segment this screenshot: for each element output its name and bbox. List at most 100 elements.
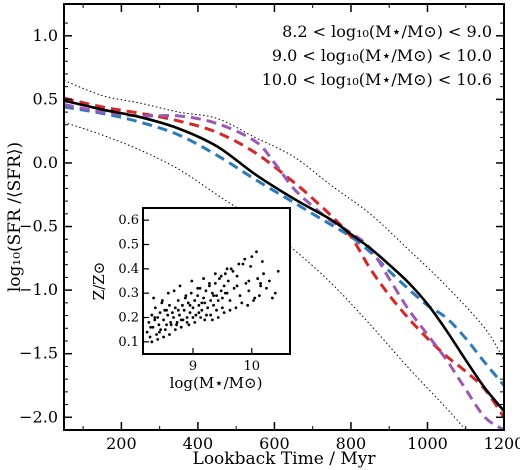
scatter-point: [250, 255, 254, 259]
scatter-point: [185, 316, 189, 319]
scatter-point: [256, 277, 260, 280]
scatter-point: [237, 262, 241, 266]
scatter-point: [222, 284, 226, 288]
scatter-point: [202, 296, 205, 300]
main-axis-ticks: 200 400 600 800 1000 1200 −2.0 −1.5 −1.0 −0.5 0.0 0…: [19, 4, 520, 453]
scatter-point: [273, 291, 277, 295]
scatter-point: [206, 306, 210, 310]
scatter-point: [186, 301, 190, 305]
scatter-point: [169, 320, 173, 324]
scatter-point: [166, 291, 170, 295]
inset-y-tick-label-4: 0.4: [118, 262, 139, 277]
series-line-1: [64, 105, 504, 387]
legend: 8.2 < log₁₀(M⋆/M⊙) < 9.0 9.0 < log₁₀(M⋆/…: [262, 22, 492, 89]
inset-y-tick-label-6: 0.6: [118, 213, 139, 228]
scatter-point: [204, 289, 208, 293]
scatter-point: [165, 323, 168, 327]
scatter-point: [156, 338, 160, 341]
scatter-point: [243, 257, 247, 261]
scatter-point: [200, 301, 204, 305]
scatter-point: [160, 301, 164, 305]
scatter-point: [152, 296, 155, 300]
scatter-point: [169, 323, 173, 327]
y-tick-label-5: 0.0: [33, 153, 58, 172]
scatter-point: [153, 318, 157, 322]
scatter-point: [197, 311, 201, 315]
scatter-point: [196, 286, 200, 290]
inset-y-tick-label-5: 0.5: [118, 238, 139, 253]
scatter-point: [172, 289, 176, 293]
inset-chart: 9 10 0.1 0.2 0.3 0.4 0.5 0.6 log(M⋆/M⊙) Z/Z⊙: [90, 207, 291, 392]
scatter-point: [182, 308, 186, 312]
inset-y-axis-label: Z/Z⊙: [90, 262, 108, 300]
scatter-point: [258, 294, 261, 297]
scatter-point: [276, 269, 280, 273]
scatter-point: [210, 291, 214, 295]
scatter-point: [155, 333, 158, 336]
scatter-point: [203, 301, 207, 305]
main-plot-frame: [63, 3, 505, 431]
x-tick-label-1: 200: [106, 434, 137, 453]
scatter-point: [156, 316, 160, 319]
scatter-point: [215, 308, 218, 312]
scatter-point: [220, 296, 224, 300]
scatter-point: [168, 333, 171, 336]
scatter-point: [213, 272, 217, 276]
scatter-point: [260, 260, 264, 263]
scatter-point: [187, 323, 191, 327]
main-y-axis-label: log₁₀(SFR /⟨SFR⟩): [5, 142, 25, 292]
scatter-point: [223, 272, 227, 276]
scatter-point: [191, 306, 195, 310]
scatter-point: [188, 303, 192, 307]
scatter-point: [262, 272, 265, 276]
inset-background: [143, 208, 290, 354]
scatter-point: [190, 279, 194, 283]
y-tick-label-6: 0.5: [33, 89, 58, 108]
main-x-axis-label: Lookback Time / Myr: [193, 449, 377, 469]
scatter-point: [171, 311, 174, 315]
inset-x-axis-label: log(M⋆/M⊙): [170, 374, 263, 392]
scatter-point: [179, 325, 183, 329]
scatter-point: [240, 301, 244, 305]
scatter-point: [209, 313, 213, 317]
scatter-point: [153, 316, 157, 319]
scatter-point: [209, 299, 213, 302]
y-tick-label-2: −1.5: [19, 344, 58, 363]
scatter-point: [234, 306, 238, 310]
scatter-point: [213, 282, 217, 285]
series-line-4: [64, 99, 504, 412]
main-series-group: [64, 79, 504, 430]
scatter-point: [172, 316, 175, 319]
scatter-point: [210, 318, 214, 322]
scatter-point: [202, 277, 205, 280]
scatter-point: [183, 296, 187, 300]
y-tick-label-7: 1.0: [33, 26, 58, 45]
scatter-point: [162, 335, 165, 339]
scatter-point: [218, 277, 221, 280]
scatter-point: [212, 294, 215, 297]
x-tick-label-4: 800: [336, 434, 367, 453]
scatter-point: [220, 306, 224, 310]
scatter-point: [216, 299, 220, 302]
scatter-point: [228, 308, 232, 312]
scatter-point: [148, 335, 152, 339]
scatter-point: [228, 299, 232, 302]
scatter-point: [165, 308, 168, 312]
scatter-point: [158, 330, 161, 334]
scatter-point: [244, 282, 248, 285]
scatter-point: [255, 250, 258, 254]
scatter-point: [231, 269, 235, 273]
scatter-point: [223, 291, 227, 295]
scatter-point: [153, 306, 157, 310]
scatter-point: [193, 320, 197, 324]
scatter-point: [219, 289, 223, 293]
inset-y-tick-label-2: 0.2: [118, 311, 139, 326]
scatter-point: [159, 328, 163, 332]
scatter-point: [173, 306, 177, 310]
scatter-point: [259, 282, 262, 285]
scatter-point: [151, 325, 155, 329]
scatter-point: [193, 299, 197, 302]
scatter-point: [178, 313, 181, 317]
scatter-point: [265, 286, 268, 290]
